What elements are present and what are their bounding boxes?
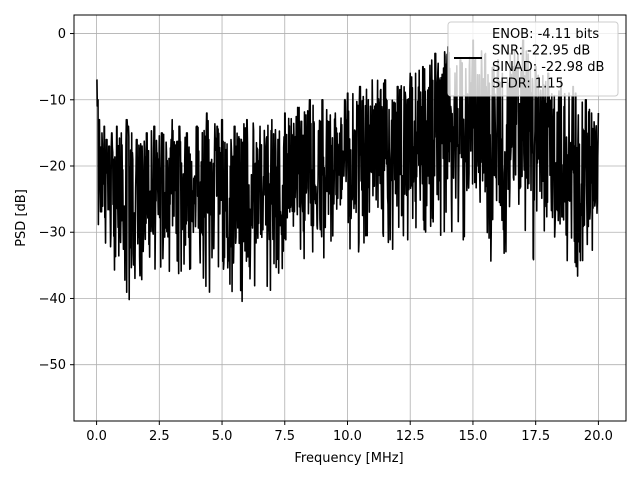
legend-label-line: SFDR: 1.15	[492, 77, 564, 92]
legend-label-line: ENOB: -4.11 bits	[492, 27, 599, 42]
legend-label-line: SINAD: -22.98 dB	[492, 60, 604, 75]
y-tick-label: 0	[58, 27, 66, 42]
x-tick-label: 15.0	[458, 429, 487, 444]
x-tick-label: 12.5	[396, 429, 425, 444]
legend-label: ENOB: -4.11 bits SNR: -22.95 dB SINAD: -22…	[492, 27, 604, 92]
y-tick-label: −30	[39, 226, 66, 241]
plot-frame	[73, 14, 627, 422]
x-tick-label: 17.5	[521, 429, 550, 444]
x-tick-label: 2.5	[149, 429, 170, 444]
y-tick-label: −50	[39, 358, 66, 373]
legend-box	[447, 21, 619, 97]
legend: ENOB: -4.11 bits SNR: -22.95 dB SINAD: -22…	[447, 21, 619, 97]
legend-label-line: SNR: -22.95 dB	[492, 44, 590, 59]
y-tick-label: −20	[39, 160, 66, 175]
y-tick-label: −40	[39, 292, 66, 307]
y-axis-label: PSD [dB]	[14, 189, 29, 247]
x-axis-label: Frequency [MHz]	[294, 451, 403, 466]
x-tick-label: 20.0	[584, 429, 613, 444]
y-tick-label: −10	[39, 93, 66, 108]
x-tick-label: 10.0	[333, 429, 362, 444]
x-tick-label: 7.5	[274, 429, 295, 444]
x-tick-label: 5.0	[212, 429, 233, 444]
x-tick-label: 0.0	[86, 429, 107, 444]
axis-ticks: 0.0 2.5 5.0 7.5 10.0 12.5 15.0 17.5 20.0 0 −10 −20 −…	[39, 27, 613, 444]
